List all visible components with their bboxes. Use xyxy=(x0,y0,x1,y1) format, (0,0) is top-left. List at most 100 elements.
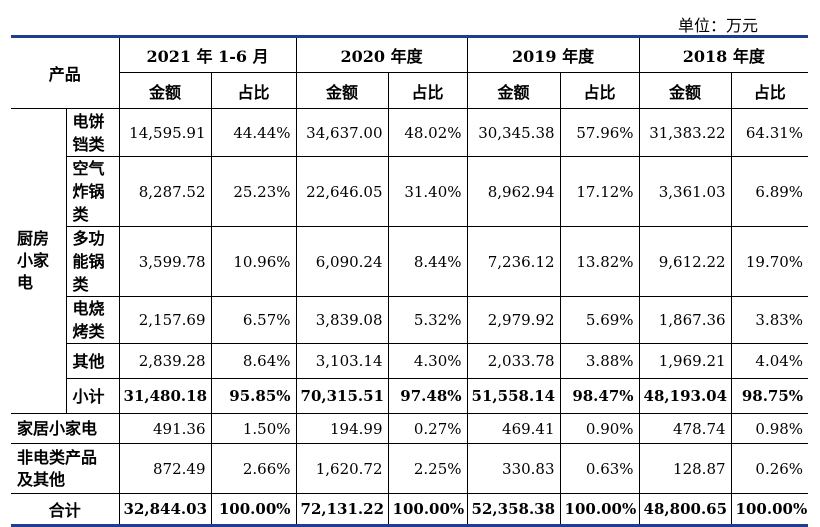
cell-amount: 469.41 xyxy=(466,413,561,444)
header-amount: 金额 xyxy=(119,72,212,109)
cell-ratio: 1.50% xyxy=(210,413,297,444)
cell-amount: 9,612.22 xyxy=(638,226,732,297)
cell-amount: 52,358.38 xyxy=(466,493,561,527)
cell-amount: 491.36 xyxy=(118,413,212,444)
table-row: 多功能锅类 3,599.78 10.96% 6,090.24 8.44% 7,2… xyxy=(11,226,809,297)
cell-amount: 8,962.94 xyxy=(466,156,561,227)
table-row-subtotal: 小计 31,480.18 95.85% 70,315.51 97.48% 51,… xyxy=(11,378,809,414)
cell-ratio: 57.96% xyxy=(559,108,640,157)
header-period: 2021 年 1-6 月 xyxy=(118,35,297,73)
header-period: 2018 年度 xyxy=(638,35,809,73)
table-row: 电烧烤类 2,157.69 6.57% 3,839.08 5.32% 2,979… xyxy=(11,296,809,344)
table-row: 非电类产品及其他 872.49 2.66% 1,620.72 2.25% 330… xyxy=(11,443,809,494)
cell-amount: 3,839.08 xyxy=(295,296,389,344)
row-label: 家居小家电 xyxy=(11,413,120,444)
header-amount: 金额 xyxy=(466,72,561,109)
table-row: 家居小家电 491.36 1.50% 194.99 0.27% 469.41 0… xyxy=(11,413,809,444)
cell-ratio: 8.64% xyxy=(210,343,297,379)
table-row-total: 合计 32,844.03 100.00% 72,131.22 100.00% 5… xyxy=(11,493,809,527)
cell-amount: 30,345.38 xyxy=(466,108,561,157)
header-period: 2019 年度 xyxy=(466,35,640,73)
cell-amount: 330.83 xyxy=(466,443,561,494)
table-row: 厨房小家电 电饼铛类 14,595.91 44.44% 34,637.00 48… xyxy=(11,108,809,414)
cell-ratio: 3.88% xyxy=(559,343,640,379)
cell-amount: 72,131.22 xyxy=(295,493,389,527)
row-label: 非电类产品及其他 xyxy=(11,443,120,494)
cell-amount: 31,480.18 xyxy=(118,378,212,414)
cell-ratio: 100.00% xyxy=(559,493,640,527)
cell-ratio: 0.63% xyxy=(559,443,640,494)
cell-amount: 872.49 xyxy=(118,443,212,494)
cell-ratio: 19.70% xyxy=(730,226,809,297)
cell-ratio: 5.69% xyxy=(559,296,640,344)
cell-ratio: 98.47% xyxy=(559,378,640,414)
cell-ratio: 2.25% xyxy=(387,443,468,494)
cell-amount: 194.99 xyxy=(295,413,389,444)
cell-ratio: 8.44% xyxy=(387,226,468,297)
cell-amount: 1,969.21 xyxy=(638,343,732,379)
cell-amount: 128.87 xyxy=(638,443,732,494)
cell-amount: 8,287.52 xyxy=(118,156,212,227)
row-label: 电饼铛类 xyxy=(65,108,120,157)
cell-ratio: 100.00% xyxy=(730,493,809,527)
table-row: 空气炸锅类 8,287.52 25.23% 22,646.05 31.40% 8… xyxy=(11,156,809,227)
cell-amount: 22,646.05 xyxy=(295,156,389,227)
cell-amount: 1,867.36 xyxy=(638,296,732,344)
cell-ratio: 95.85% xyxy=(210,378,297,414)
table-row: 其他 2,839.28 8.64% 3,103.14 4.30% 2,033.7… xyxy=(11,343,809,379)
cell-ratio: 0.27% xyxy=(387,413,468,444)
product-revenue-table: 产品 2021 年 1-6 月 2020 年度 2019 年度 2018 年度 … xyxy=(11,35,809,527)
header-row-metrics: 金额 占比 金额 占比 金额 占比 金额 占比 xyxy=(11,72,809,109)
cell-ratio: 10.96% xyxy=(210,226,297,297)
header-amount: 金额 xyxy=(638,72,732,109)
row-label: 多功能锅类 xyxy=(66,226,120,297)
cell-amount: 48,193.04 xyxy=(638,378,732,414)
cell-amount: 2,157.69 xyxy=(118,296,212,344)
cell-ratio: 6.89% xyxy=(730,156,809,227)
cell-ratio: 4.04% xyxy=(730,343,809,379)
cell-amount: 3,103.14 xyxy=(295,343,389,379)
cell-amount: 48,800.65 xyxy=(638,493,732,527)
unit-label: 单位：万元 xyxy=(677,16,758,35)
cell-ratio: 44.44% xyxy=(210,108,297,157)
cell-ratio: 100.00% xyxy=(210,493,297,527)
cell-ratio: 0.98% xyxy=(730,413,809,444)
header-period: 2020 年度 xyxy=(295,35,468,73)
cell-ratio: 64.31% xyxy=(730,108,809,157)
header-ratio: 占比 xyxy=(210,72,297,109)
row-label: 电烧烤类 xyxy=(66,296,120,344)
cell-ratio: 97.48% xyxy=(387,378,468,414)
cell-amount: 3,599.78 xyxy=(118,226,212,297)
cell-amount: 70,315.51 xyxy=(295,378,389,414)
cell-amount: 7,236.12 xyxy=(466,226,561,297)
cell-amount: 2,839.28 xyxy=(118,343,212,379)
cell-amount: 1,620.72 xyxy=(295,443,389,494)
cell-amount: 478.74 xyxy=(638,413,732,444)
cell-amount: 51,558.14 xyxy=(466,378,561,414)
row-label: 空气炸锅类 xyxy=(66,156,120,227)
cell-ratio: 0.90% xyxy=(559,413,640,444)
cell-ratio: 31.40% xyxy=(387,156,468,227)
header-ratio: 占比 xyxy=(559,72,640,109)
cell-amount: 2,033.78 xyxy=(466,343,561,379)
cell-ratio: 0.26% xyxy=(730,443,809,494)
cell-ratio: 5.32% xyxy=(387,296,468,344)
header-product: 产品 xyxy=(11,35,120,109)
cell-ratio: 13.82% xyxy=(559,226,640,297)
cell-amount: 6,090.24 xyxy=(295,226,389,297)
cell-ratio: 3.83% xyxy=(730,296,809,344)
cell-amount: 3,361.03 xyxy=(638,156,732,227)
cell-amount: 14,595.91 xyxy=(118,108,212,157)
header-ratio: 占比 xyxy=(730,72,809,109)
cell-ratio: 48.02% xyxy=(387,108,468,157)
cell-amount: 2,979.92 xyxy=(466,296,561,344)
cell-ratio: 100.00% xyxy=(387,493,468,527)
cell-ratio: 4.30% xyxy=(387,343,468,379)
cell-amount: 31,383.22 xyxy=(638,108,732,157)
header-ratio: 占比 xyxy=(387,72,468,109)
row-label: 小计 xyxy=(66,378,120,414)
cell-amount: 34,637.00 xyxy=(295,108,389,157)
cell-amount: 32,844.03 xyxy=(118,493,212,527)
cell-ratio: 6.57% xyxy=(210,296,297,344)
header-amount: 金额 xyxy=(295,72,389,109)
